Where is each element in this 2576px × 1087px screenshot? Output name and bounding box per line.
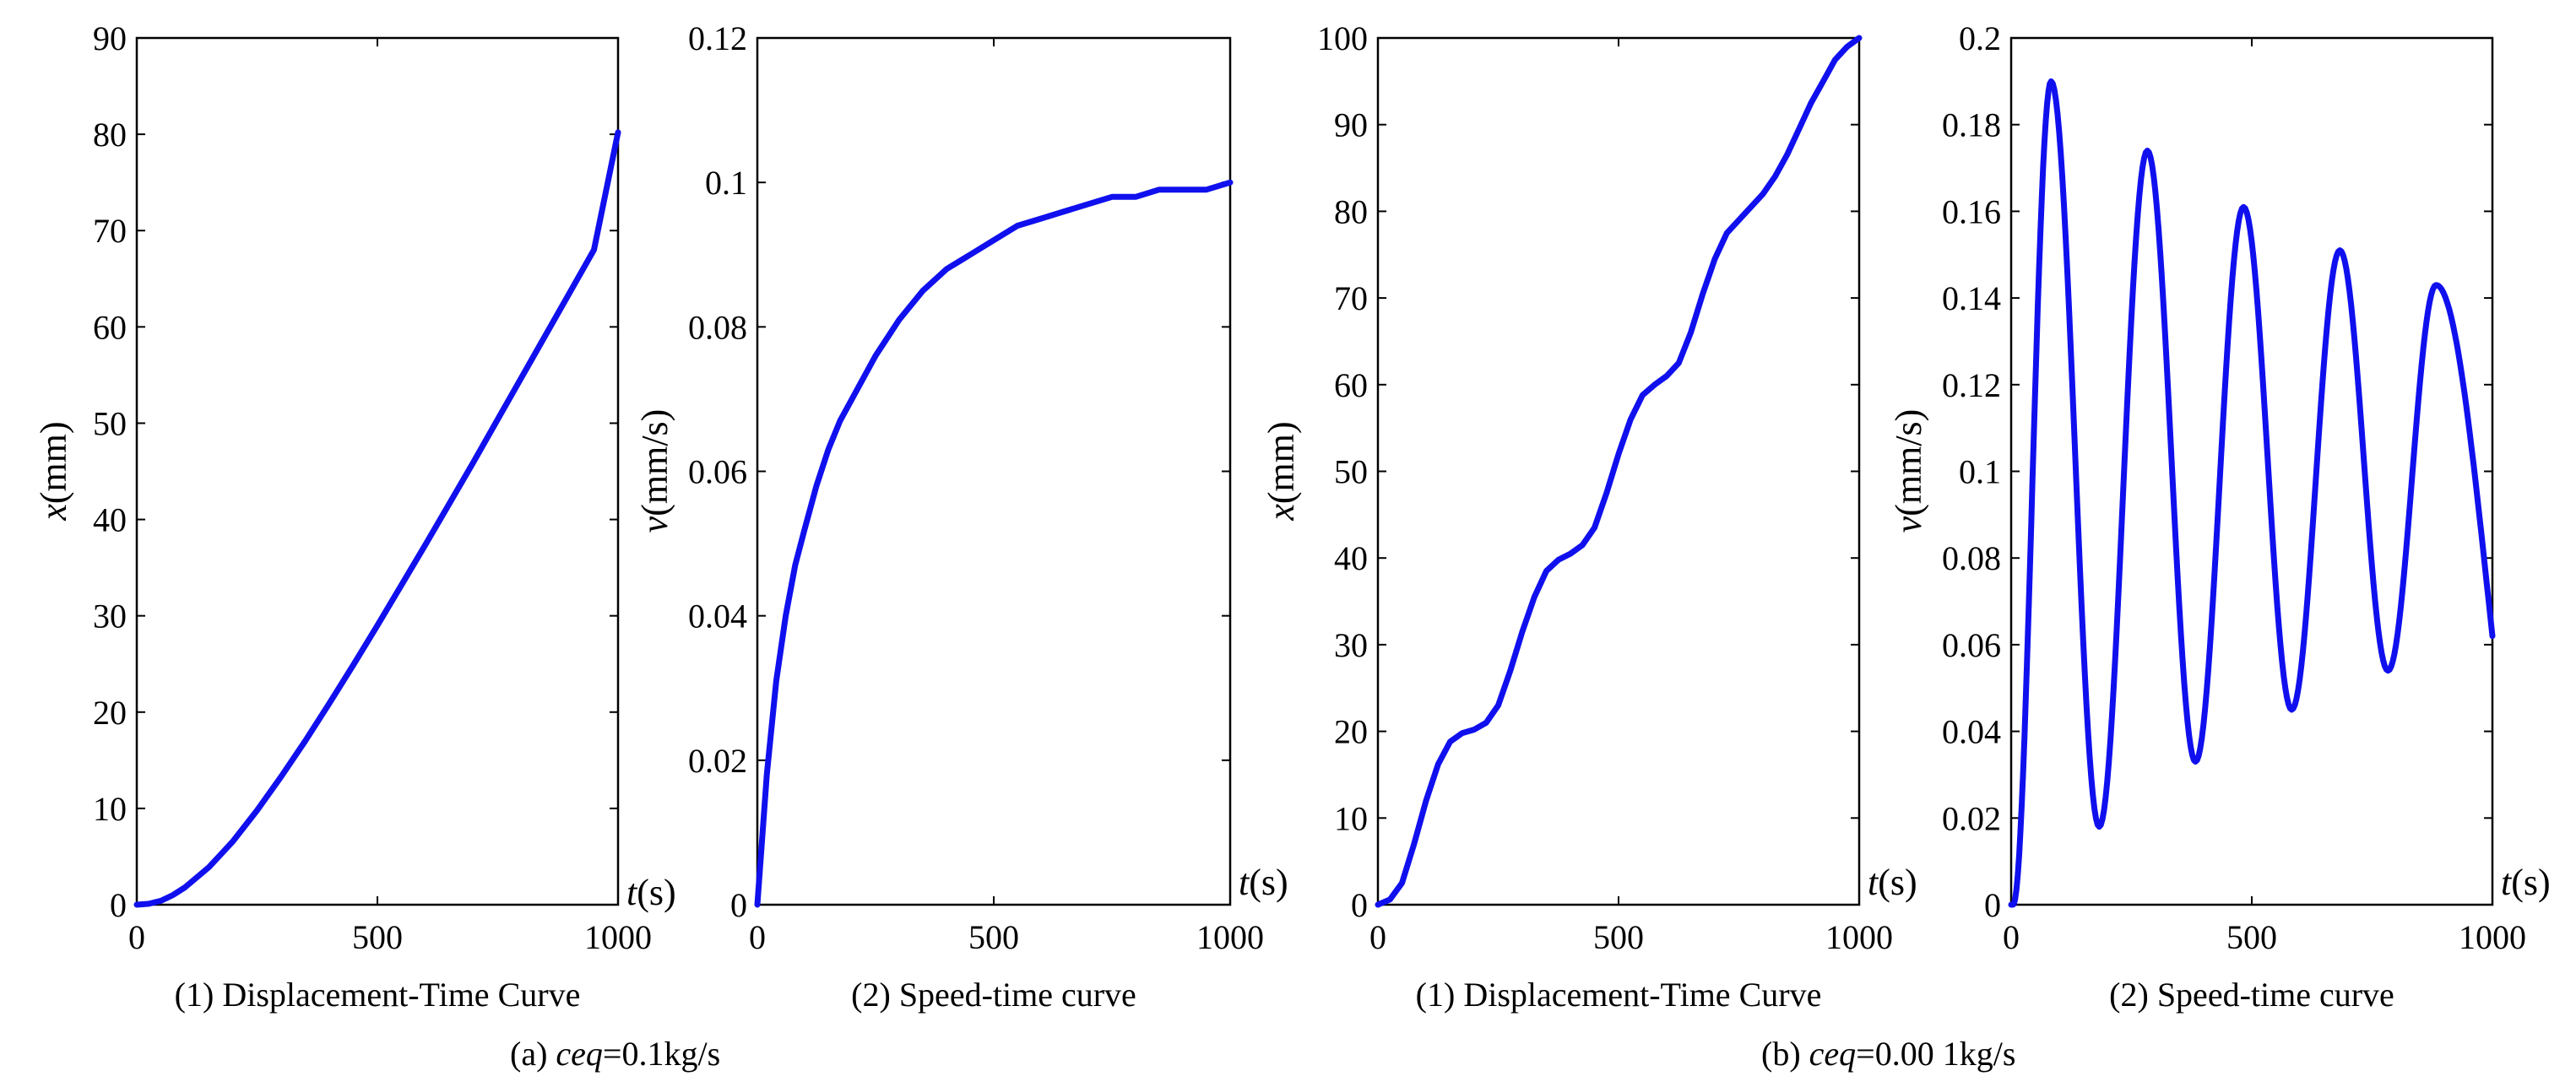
panel-caption: (2) Speed-time curve [2109, 976, 2394, 1014]
y-tick-label: 0.18 [1942, 106, 2001, 144]
series-line [1375, 35, 1863, 908]
y-tick-label: 10 [93, 790, 127, 828]
y-tick-label: 0.1 [1959, 453, 2001, 491]
y-tick-label: 0 [110, 886, 127, 924]
y-tick-label: 0.02 [1942, 799, 2001, 837]
y-tick-label: 0.04 [1942, 713, 2001, 751]
x-tick-label: 0 [128, 918, 145, 956]
x-ticks: 0 500 1000 [2003, 38, 2526, 956]
series-line [754, 179, 1234, 908]
y-tick-label: 0.06 [688, 453, 747, 491]
y-tick-label: 50 [1334, 453, 1368, 491]
panel-b2-speed-time: 00.020.040.060.080.10.120.140.160.180.2 … [1888, 19, 2551, 1014]
series-line [133, 129, 621, 908]
x-tick-label: 500 [968, 918, 1019, 956]
y-tick-label: 70 [93, 212, 127, 250]
x-tick-label: 1000 [584, 918, 652, 956]
y-tick-label: 10 [1334, 799, 1368, 837]
y-tick-label: 20 [93, 694, 127, 732]
y-tick-label: 0.02 [688, 742, 747, 780]
plot-frame [756, 36, 1232, 906]
y-tick-label: 90 [93, 19, 127, 57]
x-tick-label: 1000 [1196, 918, 1264, 956]
y-tick-label: 0.04 [688, 598, 747, 635]
x-tick-label: 1000 [2459, 918, 2526, 956]
y-tick-label: 70 [1334, 279, 1368, 317]
y-tick-label: 60 [93, 308, 127, 346]
y-tick-label: 0.08 [688, 308, 747, 346]
y-tick-label: 30 [1334, 626, 1368, 664]
plot-frame [135, 36, 620, 906]
y-axis-label: v(mm/s) [1888, 409, 1929, 533]
y-axis-label: x(mm) [33, 421, 74, 521]
y-tick-label: 80 [93, 116, 127, 154]
y-tick-label: 0.2 [1959, 19, 2001, 57]
y-tick-label: 0 [1351, 886, 1368, 924]
group-caption-b: (b) ceq=0.00 1kg/s [1761, 1035, 2015, 1073]
x-ticks: 0 500 1000 [749, 38, 1264, 956]
series-line [2008, 78, 2496, 908]
y-tick-label: 60 [1334, 366, 1368, 404]
group-caption-a: (a) ceq=0.1kg/s [510, 1035, 720, 1073]
panel-a2-speed-time: 0 0.02 0.04 0.06 0.08 0.1 0.12 0 500 1000 v(mm/s… [634, 19, 1288, 1014]
panel-b1-displacement-time: 0 10 20 30 40 50 60 70 80 90 100 0 500 1000 x(mm) t(… [1261, 19, 1917, 1014]
x-tick-label: 0 [2003, 918, 2020, 956]
x-axis-label: t(s) [626, 872, 676, 913]
x-tick-label: 1000 [1825, 918, 1893, 956]
x-tick-label: 0 [1369, 918, 1386, 956]
y-tick-label: 0.16 [1942, 192, 2001, 230]
x-tick-label: 500 [2226, 918, 2277, 956]
y-tick-label: 90 [1334, 106, 1368, 144]
x-tick-label: 0 [749, 918, 766, 956]
panel-caption: (1) Displacement-Time Curve [175, 976, 581, 1014]
x-axis-label: t(s) [1239, 862, 1288, 903]
y-tick-label: 0.08 [1942, 539, 2001, 577]
y-tick-label: 50 [93, 404, 127, 442]
y-ticks: 0 10 20 30 40 50 60 70 80 90 [93, 19, 618, 924]
panel-caption: (1) Displacement-Time Curve [1416, 976, 1822, 1014]
panel-caption: (2) Speed-time curve [851, 976, 1136, 1014]
y-tick-label: 0 [730, 886, 747, 924]
y-tick-label: 0.12 [1942, 366, 2001, 404]
y-ticks: 0 0.02 0.04 0.06 0.08 0.1 0.12 [688, 19, 1230, 924]
y-tick-label: 0.12 [688, 19, 747, 57]
y-tick-label: 20 [1334, 713, 1368, 751]
plot-frame [1376, 36, 1861, 906]
y-tick-label: 0 [1984, 886, 2001, 924]
y-tick-label: 40 [93, 501, 127, 539]
y-tick-label: 100 [1317, 19, 1368, 57]
y-tick-label: 80 [1334, 192, 1368, 230]
y-ticks: 0 10 20 30 40 50 60 70 80 90 100 [1317, 19, 1859, 924]
x-tick-label: 500 [352, 918, 403, 956]
y-tick-label: 0.06 [1942, 626, 2001, 664]
y-tick-label: 40 [1334, 539, 1368, 577]
y-tick-label: 30 [93, 598, 127, 635]
y-tick-label: 0.14 [1942, 279, 2001, 317]
y-axis-label: x(mm) [1261, 421, 1302, 521]
x-axis-label: t(s) [2501, 862, 2551, 903]
x-ticks: 0 500 1000 [128, 38, 652, 956]
x-tick-label: 500 [1593, 918, 1644, 956]
y-ticks: 0 0.02 0.04 0.06 0.08 0.1 0.12 0.14 0.16 0.18 0.2 [1942, 19, 2492, 924]
plot-frame [2009, 36, 2494, 906]
y-tick-label: 0.1 [705, 164, 747, 202]
x-axis-label: t(s) [1868, 862, 1917, 903]
x-ticks: 0 500 1000 [1369, 38, 1893, 956]
y-axis-label: v(mm/s) [634, 409, 675, 533]
